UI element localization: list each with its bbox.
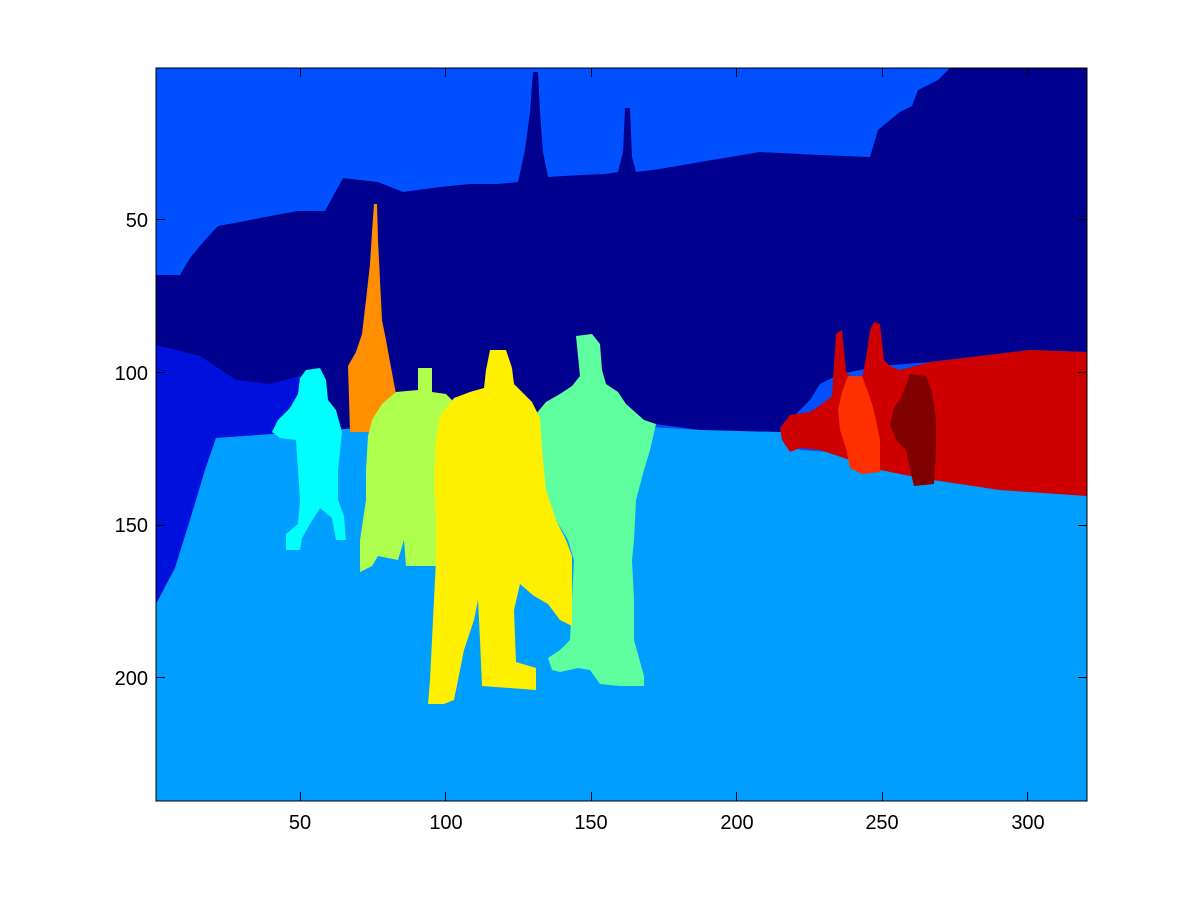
y-axis: 50 100 150 200 [115,210,148,690]
x-tick-label: 50 [289,812,311,834]
person-yellow-region [428,350,572,704]
person-cyan-region [272,368,346,550]
y-tick-label: 200 [115,668,148,690]
y-tick-label: 50 [126,210,148,232]
axis-ticks [156,68,1087,801]
y-tick-label: 150 [115,515,148,537]
axes-frame [155,67,1088,802]
pole-orange-region [348,204,396,432]
x-tick-label: 150 [574,812,607,834]
left-wall-region [156,345,300,604]
x-tick-label: 300 [1011,812,1044,834]
label-map-image [156,68,1087,801]
x-tick-label: 100 [429,812,462,834]
right-object-dark-red-region [890,374,936,486]
x-tick-label: 250 [865,812,898,834]
x-axis: 50 100 150 200 250 300 [289,812,1045,834]
right-object-orange-red-region [838,376,880,474]
person-green-region [536,334,656,686]
x-tick-label: 200 [720,812,753,834]
y-tick-label: 100 [115,363,148,385]
background-buildings-region [156,68,1087,440]
person-lime-region [360,368,452,572]
